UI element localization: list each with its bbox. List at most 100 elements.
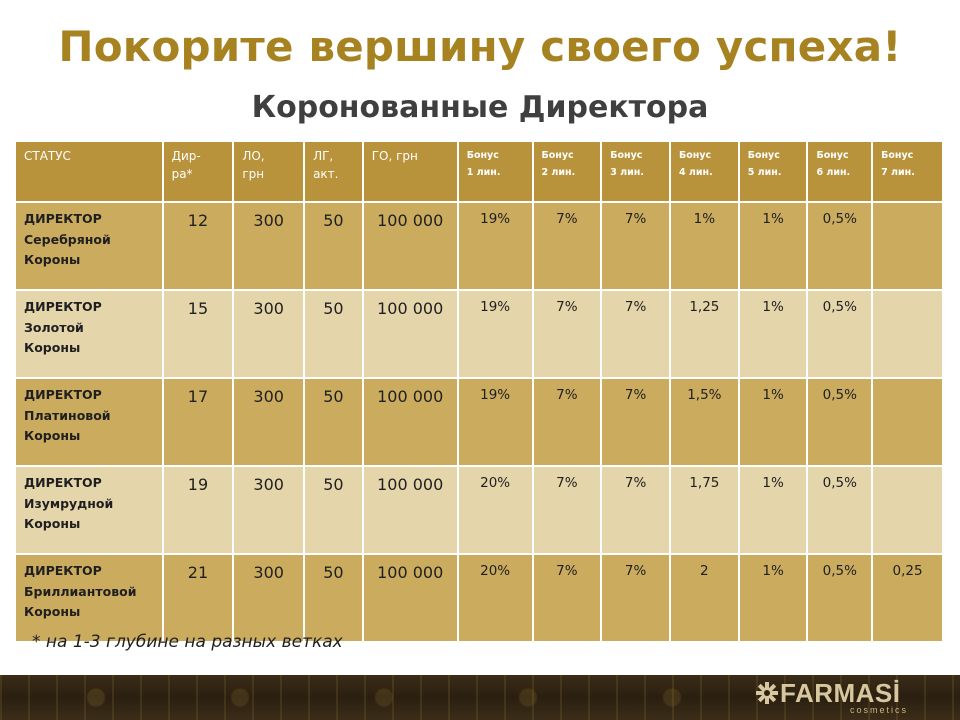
bonus-3-cell: 7% [600, 377, 671, 467]
header-label: СТАТУС [24, 149, 71, 163]
header-label: ГО, грн [371, 149, 418, 163]
bonus-3-cell: 7% [600, 553, 671, 643]
header-label: Бонус [466, 150, 499, 161]
farmasi-star-icon [756, 682, 778, 704]
lo-cell: 300 [232, 289, 306, 379]
lo-cell: 300 [232, 377, 306, 467]
status-line: Короны [24, 428, 81, 444]
status-line: ДИРЕКТОР [24, 563, 102, 578]
bonus-7-cell [871, 201, 944, 291]
bonus-5-cell: 1% [737, 465, 809, 555]
table-row: ДИРЕКТОР Платиновой Короны 17 300 50 100 0… [14, 377, 944, 467]
bonus-1-cell: 19% [456, 201, 534, 291]
header-label: ЛГ, [313, 149, 334, 163]
go-cell: 100 000 [361, 201, 459, 291]
header-label: ЛО, [242, 149, 265, 163]
header-bonus-3: Бонус 3 лин. [600, 140, 671, 203]
status-line: ДИРЕКТОР [24, 387, 102, 402]
header-label: 1 лин. [466, 167, 501, 179]
status-line: Золотой [24, 319, 84, 335]
bonus-3-cell: 7% [600, 465, 671, 555]
bonus-6-cell: 0,5% [806, 553, 874, 643]
lg-cell: 50 [303, 553, 364, 643]
bonus-1-cell: 20% [456, 553, 534, 643]
bonus-4-cell: 2 [668, 553, 740, 643]
bonus-4-cell: 1% [668, 201, 740, 291]
status-cell: ДИРЕКТОР Бриллиантовой Короны [14, 553, 164, 643]
bonus-3-cell: 7% [600, 289, 671, 379]
table-row: ДИРЕКТОР Бриллиантовой Короны 21 300 50 10… [14, 553, 944, 643]
header-label: 2 лин. [541, 167, 576, 179]
footer-pattern [0, 675, 960, 720]
bonus-1-cell: 19% [456, 289, 534, 379]
bonus-4-cell: 1,75 [668, 465, 740, 555]
bonus-1-cell: 19% [456, 377, 534, 467]
header-bonus-2: Бонус 2 лин. [531, 140, 603, 203]
header-label: акт. [313, 167, 339, 181]
lo-cell: 300 [232, 465, 306, 555]
logo-wordmark: FARMASİ [780, 678, 901, 708]
status-line: ДИРЕКТОР [24, 211, 102, 226]
status-line: Короны [24, 516, 81, 532]
status-line: Серебряной [24, 231, 111, 247]
go-cell: 100 000 [361, 289, 459, 379]
bonus-7-cell [871, 377, 944, 467]
bonus-7-cell [871, 289, 944, 379]
logo-subtext: cosmetics [850, 705, 909, 715]
header-label: 5 лин. [747, 167, 782, 179]
status-cell: ДИРЕКТОР Платиновой Короны [14, 377, 164, 467]
header-label: 6 лин. [816, 167, 851, 179]
bonus-6-cell: 0,5% [806, 377, 874, 467]
header-label: 7 лин. [881, 167, 915, 179]
bonus-2-cell: 7% [531, 377, 603, 467]
header-label: ра* [171, 167, 193, 181]
status-line: Платиновой [24, 407, 111, 423]
header-label: 3 лин. [610, 167, 644, 179]
dirs-cell: 17 [161, 377, 235, 467]
header-label: Дир- [171, 149, 201, 163]
go-cell: 100 000 [361, 553, 459, 643]
status-line: Короны [24, 340, 81, 356]
footnote: * на 1-3 глубине на разных ветках [32, 632, 343, 652]
header-label: грн [242, 167, 265, 181]
table-row: ДИРЕКТОР Изумрудной Короны 19 300 50 100 0… [14, 465, 944, 555]
dirs-cell: 12 [161, 201, 235, 291]
header-dirs: Дир-ра* [161, 140, 235, 203]
bonus-2-cell: 7% [531, 289, 603, 379]
bonus-6-cell: 0,5% [806, 201, 874, 291]
table-row: ДИРЕКТОР Серебряной Короны 12 300 50 100 0… [14, 201, 944, 291]
header-go: ГО, грн [361, 140, 459, 203]
bonus-7-cell [871, 465, 944, 555]
header-label: 4 лин. [678, 167, 713, 179]
slide-subtitle: Коронованные Директора [251, 90, 709, 125]
status-line: ДИРЕКТОР [24, 299, 102, 314]
header-label: Бонус [610, 150, 643, 161]
status-line: Короны [24, 604, 81, 620]
header-label: Бонус [541, 150, 574, 161]
header-bonus-5: Бонус 5 лин. [737, 140, 809, 203]
lg-cell: 50 [303, 289, 364, 379]
bonus-6-cell: 0,5% [806, 465, 874, 555]
bonus-5-cell: 1% [737, 377, 809, 467]
go-cell: 100 000 [361, 465, 459, 555]
farmasi-logo: FARMASİ cosmetics [756, 678, 916, 716]
bonus-5-cell: 1% [737, 201, 809, 291]
lg-cell: 50 [303, 377, 364, 467]
bonus-2-cell: 7% [531, 553, 603, 643]
dirs-cell: 15 [161, 289, 235, 379]
bonus-5-cell: 1% [737, 289, 809, 379]
table-row: ДИРЕКТОР Золотой Короны 15 300 50 100 000 … [14, 289, 944, 379]
status-line: ДИРЕКТОР [24, 475, 102, 490]
dirs-cell: 19 [161, 465, 235, 555]
status-line: Короны [24, 252, 81, 268]
bonus-6-cell: 0,5% [806, 289, 874, 379]
header-label: Бонус [881, 150, 914, 161]
bonus-4-cell: 1,5% [668, 377, 740, 467]
header-lg: ЛГ, акт. [303, 140, 364, 203]
go-cell: 100 000 [361, 377, 459, 467]
status-cell: ДИРЕКТОР Серебряной Короны [14, 201, 164, 291]
bonus-7-cell: 0,25 [871, 553, 944, 643]
status-line: Изумрудной [24, 495, 114, 511]
bonus-2-cell: 7% [531, 465, 603, 555]
lo-cell: 300 [232, 201, 306, 291]
